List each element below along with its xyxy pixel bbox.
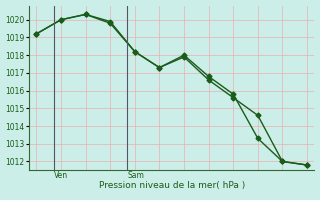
- Text: Ven: Ven: [53, 171, 68, 180]
- Text: Sam: Sam: [127, 171, 144, 180]
- X-axis label: Pression niveau de la mer( hPa ): Pression niveau de la mer( hPa ): [99, 181, 245, 190]
